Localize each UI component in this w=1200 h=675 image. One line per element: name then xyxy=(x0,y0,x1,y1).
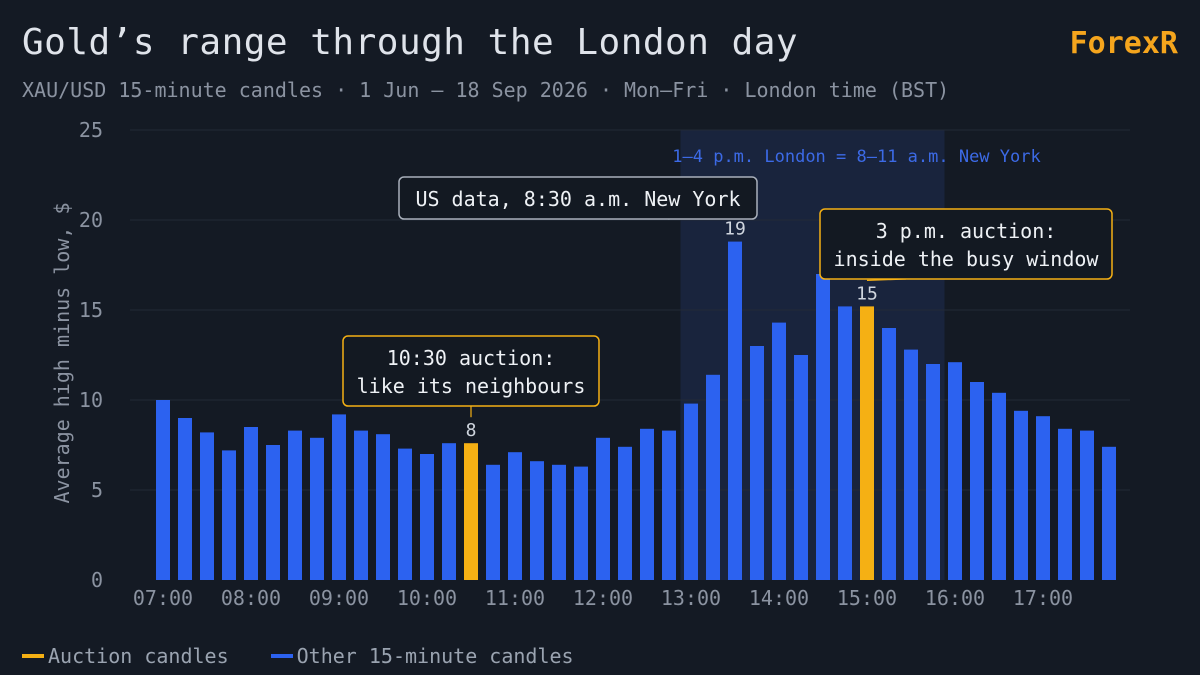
legend-label-other: Other 15-minute candles xyxy=(296,644,574,668)
x-tick-label: 07:00 xyxy=(133,586,193,610)
bar xyxy=(926,364,940,580)
bar xyxy=(332,414,346,580)
y-tick-label: 10 xyxy=(79,388,103,412)
bar xyxy=(156,400,170,580)
bar xyxy=(266,445,280,580)
shaded-window-label: 1–4 p.m. London = 8–11 a.m. New York xyxy=(672,147,1040,167)
bar xyxy=(530,461,544,580)
bar-auction xyxy=(860,306,874,580)
legend-label-auction: Auction candles xyxy=(48,644,229,668)
bar xyxy=(1102,446,1116,580)
chart-subtitle: XAU/USD 15-minute candles · 1 Jun – 18 S… xyxy=(22,78,950,102)
bar xyxy=(1058,428,1072,580)
legend-swatch-other xyxy=(270,654,293,658)
x-tick-label: 14:00 xyxy=(749,586,809,610)
annotation-text: US data, 8:30 a.m. New York xyxy=(415,187,740,211)
bar xyxy=(904,349,918,580)
bar xyxy=(816,274,830,580)
bar xyxy=(640,428,654,580)
legend: Auction candles Other 15-minute candles xyxy=(22,644,616,668)
x-tick-label: 10:00 xyxy=(397,586,457,610)
x-tick-label: 13:00 xyxy=(661,586,721,610)
y-tick-label: 15 xyxy=(79,298,103,322)
bar xyxy=(728,241,742,580)
bar xyxy=(442,443,456,580)
bar xyxy=(772,322,786,580)
bar xyxy=(882,328,896,580)
annotation-box xyxy=(819,208,1113,280)
bar-auction xyxy=(464,443,478,580)
bar xyxy=(662,430,676,580)
bar xyxy=(992,392,1006,580)
bar xyxy=(596,437,610,580)
bar xyxy=(948,362,962,580)
bar xyxy=(1014,410,1028,580)
bar xyxy=(574,466,588,580)
x-tick-label: 15:00 xyxy=(837,586,897,610)
bar xyxy=(794,355,808,580)
y-tick-label: 5 xyxy=(91,478,103,502)
chart-title: Gold’s range through the London day xyxy=(22,22,799,63)
legend-item-auction: Auction candles xyxy=(22,644,229,668)
bar xyxy=(1080,430,1094,580)
bar xyxy=(838,306,852,580)
bar-value-label: 8 xyxy=(466,420,477,441)
x-tick-label: 11:00 xyxy=(485,586,545,610)
brand-logo: ForexR xyxy=(1069,26,1178,61)
bar xyxy=(222,450,236,580)
bar xyxy=(354,430,368,580)
bar xyxy=(684,403,698,580)
bar xyxy=(750,346,764,580)
y-tick-label: 25 xyxy=(79,118,103,142)
y-axis-label: Average high minus low, $ xyxy=(50,202,74,503)
bar-value-label: 19 xyxy=(724,219,746,240)
y-tick-label: 0 xyxy=(91,568,103,592)
bar xyxy=(1036,416,1050,580)
bar xyxy=(486,464,500,580)
bar xyxy=(288,430,302,580)
bar xyxy=(618,446,632,580)
bar xyxy=(310,437,324,580)
x-tick-label: 08:00 xyxy=(221,586,281,610)
legend-swatch-auction xyxy=(22,654,44,658)
annotation-text: 3 p.m. auction: xyxy=(876,219,1057,243)
annotation-box xyxy=(342,335,600,407)
bar xyxy=(970,382,984,580)
annotation-text: like its neighbours xyxy=(357,374,586,398)
x-tick-label: 17:00 xyxy=(1013,586,1073,610)
bar xyxy=(244,427,258,580)
x-tick-label: 09:00 xyxy=(309,586,369,610)
y-tick-label: 20 xyxy=(79,208,103,232)
bar xyxy=(200,432,214,580)
annotation-box xyxy=(398,176,758,220)
x-tick-label: 16:00 xyxy=(925,586,985,610)
bar xyxy=(376,434,390,580)
bar-value-label: 15 xyxy=(856,283,878,304)
legend-item-other: Other 15-minute candles xyxy=(270,644,574,668)
bar xyxy=(178,418,192,580)
bar xyxy=(706,374,720,580)
bar xyxy=(508,452,522,580)
annotation-text: inside the busy window xyxy=(834,247,1100,271)
bar xyxy=(398,448,412,580)
annotation-text: 10:30 auction: xyxy=(387,346,556,370)
bar xyxy=(552,464,566,580)
bar xyxy=(420,454,434,580)
x-tick-label: 12:00 xyxy=(573,586,633,610)
